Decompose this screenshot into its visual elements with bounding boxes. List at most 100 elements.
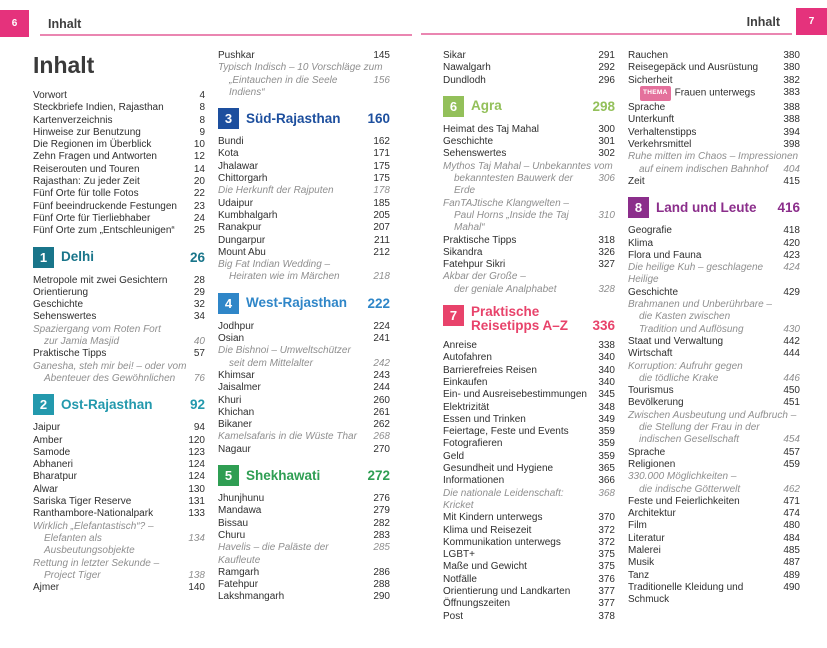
- toc-entry-page: 484: [783, 532, 800, 544]
- toc-entry-label: Heimat des Taj Mahal: [443, 123, 539, 135]
- header-rule-right: [421, 33, 792, 35]
- section-header: 5 Shekhawati 272: [218, 465, 390, 487]
- toc-entry-page: 359: [598, 426, 615, 438]
- section-header: 3 Süd-Rajasthan 160: [218, 108, 390, 130]
- toc-entry: Sicherheit 382: [628, 75, 800, 87]
- toc-entry-page: 388: [783, 102, 800, 114]
- toc-feature-text: Die nationale Leidenschaft: Kricket: [443, 487, 564, 511]
- toc-entry-label: Orientierung: [33, 286, 89, 298]
- toc-entry-page: 338: [598, 340, 615, 352]
- toc-entry: Informationen 366: [443, 475, 615, 487]
- section-number-badge: 3: [218, 108, 239, 130]
- toc-entry: Praktische Tipps 57: [33, 348, 205, 360]
- toc-entry-label: Khuri: [218, 394, 242, 406]
- toc-feature-text: die indische Götterwelt: [639, 483, 741, 495]
- toc-entry-label: Churu: [218, 529, 246, 541]
- toc-feature-line: Die Herkunft der Rajputen 178: [218, 185, 390, 197]
- toc-entry-label: Reiserouten und Touren: [33, 163, 140, 175]
- toc-entry: Staat und Verwaltung 442: [628, 336, 800, 348]
- toc-entry: Verhaltenstipps 394: [628, 127, 800, 139]
- toc-feature-entry: Mythos Taj Mahal – Unbekanntes vom bekann…: [443, 161, 615, 198]
- toc-entry: Khimsar 243: [218, 370, 390, 382]
- toc-entry: Praktische Tipps 318: [443, 235, 615, 247]
- toc-feature-text: Paul Horns „Inside the Taj Mahal“: [454, 209, 569, 234]
- toc-entry: Maße und Gewicht 375: [443, 561, 615, 573]
- toc-entry-page: 394: [783, 126, 800, 138]
- toc-entry-page: 340: [598, 352, 615, 364]
- toc-entry-label: Tourismus: [628, 385, 674, 397]
- toc-feature-line: Ruhe mitten im Chaos – Impressionen: [628, 151, 799, 163]
- toc-feature-entry: 330.000 Möglichkeiten – die indische Gött…: [628, 471, 800, 496]
- toc-entry-label: Mit Kindern unterwegs: [443, 512, 543, 524]
- section-title: West-Rajasthan: [246, 295, 348, 311]
- toc-entry-label: Mount Abu: [218, 246, 266, 258]
- toc-column-page7-left: Sikar 291 Nawalgarh 292 Dundlodh 296 6 Agra 298 H…: [443, 50, 615, 623]
- toc-entry-label: Kommunikation unterwegs: [443, 536, 561, 548]
- toc-entry-page: 140: [188, 582, 205, 594]
- toc-feature-text: seit dem Mittelalter: [229, 357, 313, 369]
- toc-entry-label: Dungarpur: [218, 234, 266, 246]
- toc-entry: Jhalawar 175: [218, 161, 390, 173]
- toc-entry: Geografie 418: [628, 225, 800, 237]
- toc-entry-label: Informationen: [443, 475, 505, 487]
- toc-feature-line: die Stellung der Frau in der: [639, 422, 760, 434]
- toc-entry-page: 480: [783, 520, 800, 532]
- toc-feature-line: auf einem indischen Bahnhof 404: [628, 164, 800, 176]
- toc-entry-label: Alwar: [33, 483, 59, 495]
- toc-entry: Fotografieren 359: [443, 438, 615, 450]
- toc-entry-page: 270: [373, 443, 390, 455]
- toc-entry: Dundlodh 296: [443, 75, 615, 87]
- toc-entry-page: 377: [598, 585, 615, 597]
- toc-entry-label: Sikar: [443, 50, 466, 61]
- toc-entry-page: 9: [199, 126, 205, 138]
- toc-feature-page: 454: [783, 434, 800, 446]
- toc-entry: Ranthambore-Nationalpark 133: [33, 508, 205, 520]
- toc-entry-page: 345: [598, 389, 615, 401]
- toc-entry-label: Bundi: [218, 136, 244, 148]
- thema-badge: THEMA: [640, 85, 671, 102]
- toc-entry-page: 279: [373, 505, 390, 517]
- toc-feature-entry: Spaziergang vom Roten Fort zur Jamia Masj…: [33, 324, 205, 349]
- toc-entry: Mit Kindern unterwegs 370: [443, 512, 615, 524]
- toc-feature-line: Die heilige Kuh – geschlagene Heilige 424: [628, 262, 800, 287]
- toc-entry-label: Khimsar: [218, 369, 255, 381]
- toc-feature-line: Ganesha, steh mir bei! – oder vom: [33, 360, 187, 372]
- toc-entry-label: Verkehrsmittel: [628, 139, 692, 151]
- toc-entry: Ajmer 140: [33, 582, 205, 594]
- toc-entry-label: Vorwort: [33, 90, 67, 101]
- toc-feature-line: FanTAJtische Klangwelten –: [443, 197, 569, 209]
- toc-feature-line: der geniale Analphabet 328: [443, 284, 615, 296]
- toc-feature-entry: Die Bishnoi – Umweltschützer seit dem Mit…: [218, 345, 390, 370]
- toc-entry: Reiserouten und Touren 14: [33, 164, 205, 176]
- toc-feature-line: zur Jamia Masjid 40: [33, 336, 205, 348]
- toc-entry-label: Autofahren: [443, 352, 492, 364]
- toc-entry-page: 375: [598, 561, 615, 573]
- toc-entry: Bevölkerung 451: [628, 397, 800, 409]
- toc-entry-page: 365: [598, 463, 615, 475]
- toc-feature-entry: Typisch Indisch – 10 Vorschläge zum „Eint…: [218, 62, 390, 99]
- toc-feature-page: 368: [598, 487, 615, 499]
- toc-entry: Barrierefreies Reisen 340: [443, 365, 615, 377]
- toc-entry-label: Amber: [33, 434, 63, 446]
- toc-entry-page: 348: [598, 401, 615, 413]
- toc-entry-page: 366: [598, 475, 615, 487]
- toc-entry-label: Ein- und Ausreisebestimmungen: [443, 389, 587, 401]
- toc-entry-page: 212: [373, 246, 390, 258]
- toc-feature-text: Heiraten wie im Märchen: [229, 271, 340, 283]
- toc-entry-label: Mandawa: [218, 505, 262, 517]
- toc-entry-page: 8: [199, 114, 205, 126]
- toc-feature-line: Die Bishnoi – Umweltschützer: [218, 345, 351, 357]
- toc-entry: Sprache 388: [628, 102, 800, 114]
- toc-entry-label: Tanz: [628, 569, 650, 581]
- toc-feature-entry: Die nationale Leidenschaft: Kricket 368: [443, 488, 615, 513]
- toc-entry-label: Nagaur: [218, 443, 251, 455]
- toc-feature-entry: Die heilige Kuh – geschlagene Heilige 424: [628, 262, 800, 287]
- toc-entry-label: Malerei: [628, 544, 661, 556]
- toc-feature-text: auf einem indischen Bahnhof: [639, 163, 768, 175]
- toc-entry-label: Sehenswertes: [33, 311, 97, 323]
- toc-feature-page: 285: [373, 542, 390, 554]
- section-title: Delhi: [61, 249, 95, 265]
- toc-entry-label: Osian: [218, 333, 245, 345]
- section-header: 4 West-Rajasthan 222: [218, 292, 390, 314]
- toc-entry: Geschichte 301: [443, 136, 615, 148]
